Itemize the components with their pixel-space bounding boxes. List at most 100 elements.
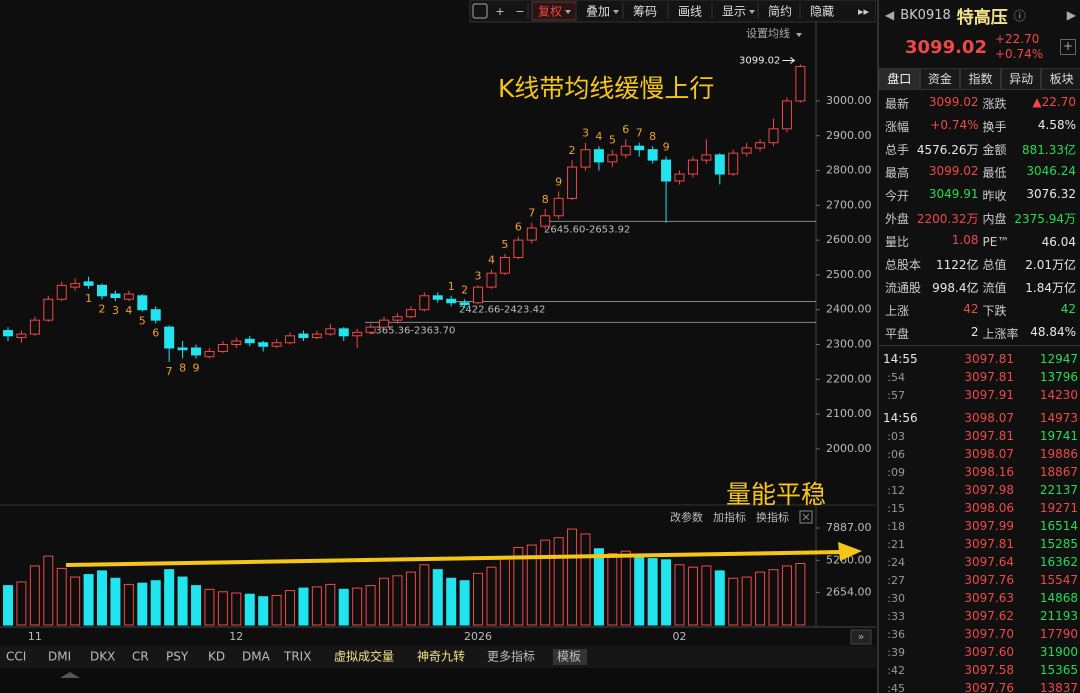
indicator-tab[interactable]: PSY (166, 650, 189, 664)
tick-price: 3097.91 (964, 388, 1014, 402)
tick-volume: 17790 (1039, 627, 1078, 641)
indicator-tab[interactable]: 神奇九转 (417, 649, 465, 664)
indicator-tab[interactable]: TRIX (283, 650, 311, 664)
candle-body (620, 145, 631, 156)
close-icon[interactable] (799, 510, 813, 524)
sector-name: 特高压 (956, 7, 1008, 28)
nav-right[interactable]: ▶ (1066, 8, 1076, 22)
x-tick-label: 12 (229, 630, 243, 643)
stat-cell: 最低 3046.24 (983, 164, 1080, 181)
candle-body (137, 295, 148, 311)
tick-price: 3097.64 (964, 555, 1014, 569)
stat-value: 2.01万亿 (1025, 258, 1076, 272)
td-count: 2 (569, 144, 576, 157)
indicator-tab[interactable]: 虚拟成交量 (334, 649, 394, 664)
tick-row: :54 3097.81 13796 (879, 368, 1080, 386)
ma-setting[interactable]: 设置均线 (746, 26, 790, 40)
candle-body (419, 295, 430, 311)
indicator-tab[interactable]: DMI (48, 650, 71, 664)
stat-cell: 流通股 998.4亿 (885, 279, 983, 296)
y-tick-label: 2700.00 (826, 198, 872, 211)
stat-label: 下跌 (982, 304, 1007, 318)
volume-bar (446, 577, 457, 626)
volume-bar (43, 555, 54, 626)
indicator-tab[interactable]: DKX (90, 650, 115, 664)
stat-label: 量比 (885, 235, 910, 249)
candle-body (714, 154, 725, 175)
td-count: 5 (501, 238, 508, 251)
toolbar-button[interactable]: 复权 (538, 5, 562, 19)
panel-tabs: 盘口 资金 指数 异动 板块 (879, 68, 1080, 90)
tick-row: :09 3098.16 18867 (879, 463, 1080, 481)
lock-icon[interactable] (472, 3, 488, 19)
candle-body (432, 295, 443, 300)
indicator-tab[interactable]: KD (208, 650, 225, 664)
td-count: 6 (622, 123, 629, 136)
volume-menu[interactable]: 换指标 (756, 510, 789, 524)
toolbar-button[interactable]: 显示 (722, 5, 746, 19)
tick-time: :42 (887, 663, 905, 677)
info-icon[interactable]: ⓘ (1013, 8, 1026, 23)
stat-cell: 昨收 3076.32 (983, 187, 1080, 204)
toolbar-button[interactable]: 叠加 (586, 5, 610, 19)
candle-body (325, 328, 336, 335)
stat-value: 1.08 (951, 233, 979, 247)
nav-left[interactable]: ◀ (885, 8, 895, 22)
panel-tab[interactable]: 资金 (919, 68, 961, 90)
toolbar-button[interactable]: 简约 (768, 4, 792, 19)
candle-body (231, 340, 242, 345)
stat-cell: 内盘 2375.94万 (983, 210, 1080, 227)
tick-time: :21 (887, 537, 905, 551)
td-count: 4 (595, 130, 602, 143)
indicator-tab[interactable]: 更多指标 (487, 649, 535, 664)
panel-tab[interactable]: 异动 (1000, 68, 1042, 90)
y-tick-label: 2600.00 (826, 233, 872, 246)
tick-row: :06 3098.07 19886 (879, 445, 1080, 463)
indicator-tab[interactable]: CR (132, 650, 149, 664)
tick-row: :03 3097.81 19741 (879, 427, 1080, 445)
add-button[interactable]: + (1060, 39, 1076, 55)
tick-time: :57 (887, 388, 905, 402)
candle-body (728, 152, 739, 175)
toolbar-button[interactable]: − (515, 5, 524, 18)
candle-body (513, 239, 524, 259)
stat-cell: 平盘 2 (885, 325, 983, 342)
tick-price: 3097.60 (964, 645, 1014, 659)
indicator-tab[interactable]: CCI (6, 650, 26, 664)
scroll-btn[interactable] (850, 629, 872, 645)
volume-menu[interactable]: 改参数 (670, 510, 703, 524)
volume-bar (741, 576, 752, 626)
stat-label: 总手 (885, 143, 910, 157)
panel-tab[interactable]: 指数 (960, 68, 1001, 90)
indicator-tab[interactable]: 模板 (557, 650, 581, 664)
volume-menu[interactable]: 加指标 (713, 510, 746, 524)
toolbar-button[interactable]: 筹码 (633, 5, 657, 19)
stat-value: 3049.91 (928, 187, 979, 201)
stat-cell: 最高 3099.02 (885, 164, 983, 181)
tick-price: 3097.62 (964, 609, 1014, 623)
stat-cell: 流值 1.84万亿 (983, 279, 1080, 296)
volume-bar (432, 569, 443, 626)
y-tick-label: 2654.00 (826, 585, 872, 598)
tick-time: :03 (887, 429, 905, 443)
tick-row: :24 3097.64 16362 (879, 553, 1080, 571)
stat-label: 涨跌 (982, 97, 1007, 111)
stat-value: 4.58% (1037, 118, 1076, 132)
indicator-tab[interactable]: DMA (242, 650, 271, 664)
toolbar-button[interactable]: + (495, 5, 504, 18)
toolbar-button[interactable]: 隐藏 (810, 5, 834, 19)
panel-header: ◀ BK0918 特高压 ⓘ ▶ (879, 0, 1080, 30)
panel-tab[interactable]: 盘口 (879, 68, 920, 90)
volume-bar (661, 559, 672, 626)
td-count: 9 (193, 361, 200, 374)
stats: 最新 3099.02 涨跌 ▲22.70 涨幅 +0.74% 换手 4.58% 总手 4576.2… (879, 90, 1080, 346)
stat-row: 总股本 1122亿 总值 2.01万亿 (879, 253, 1080, 276)
tick-volume: 15547 (1039, 573, 1078, 587)
candle-body (661, 159, 672, 182)
toolbar-button[interactable]: 画线 (678, 5, 702, 19)
stat-label: 最新 (885, 97, 910, 111)
tick-volume: 18867 (1039, 465, 1078, 479)
toolbar-icon: ▸▸ (858, 5, 870, 18)
panel-tab[interactable]: 板块 (1041, 68, 1080, 90)
